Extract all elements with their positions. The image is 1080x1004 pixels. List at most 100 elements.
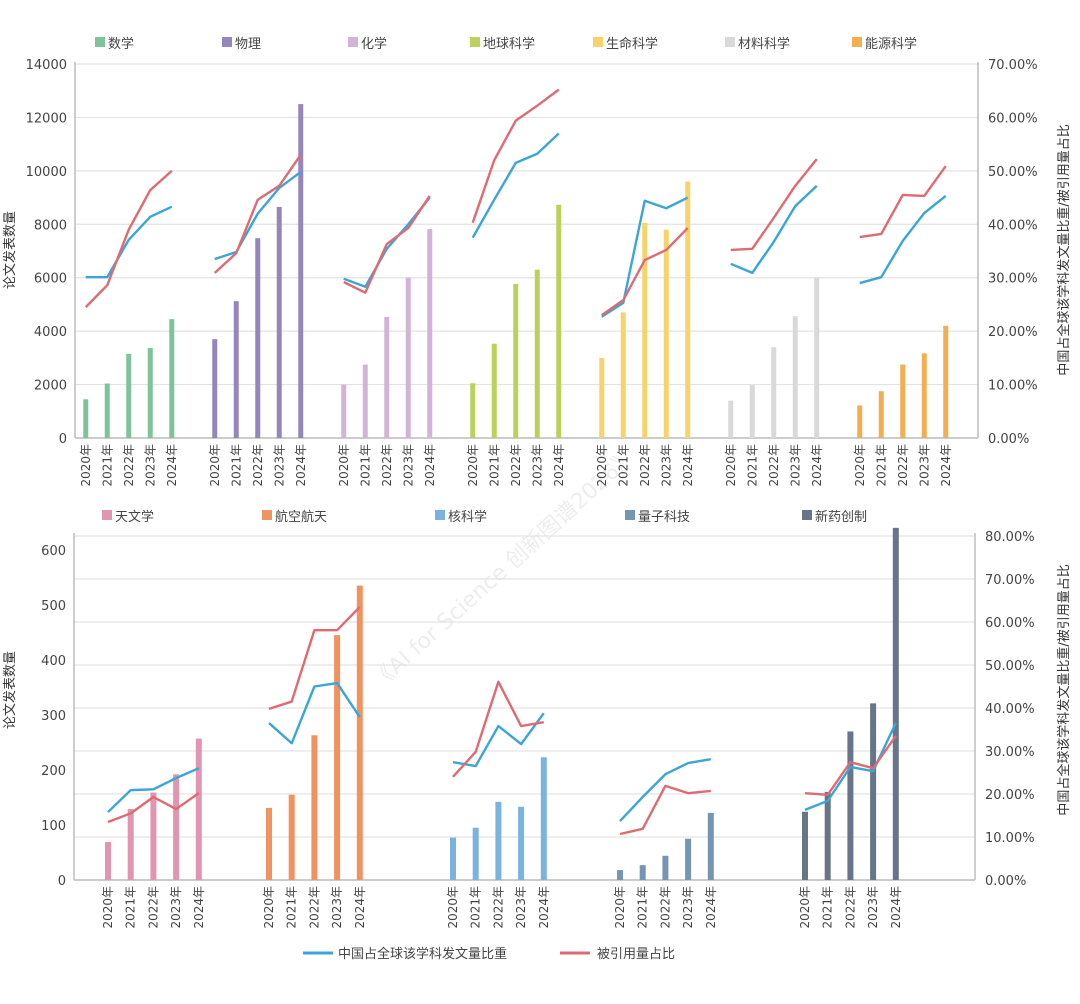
legend-share-label: 中国占全球该学科发文量比重: [338, 946, 507, 962]
y-tick-label: 100: [41, 819, 66, 834]
bar: [900, 365, 905, 438]
y-axis-title: 论文发表数量: [2, 211, 18, 289]
line-legend: 中国占全球该学科发文量比重 被引用量占比: [303, 946, 675, 962]
y2-axis-title: 中国占全球该学科发文量比重/被引用量占比: [1056, 564, 1072, 815]
bar: [556, 205, 561, 438]
bar: [83, 399, 88, 438]
bar: [234, 301, 239, 438]
x-tick-label: 2022年: [380, 444, 394, 487]
y2-tick-label: 20.00%: [988, 325, 1038, 340]
y2-tick-label: 10.00%: [988, 379, 1038, 394]
bar: [802, 812, 808, 880]
bar: [173, 774, 179, 880]
bar: [857, 405, 862, 438]
y2-tick-label: 50.00%: [988, 165, 1038, 180]
bar: [255, 238, 260, 438]
x-tick-label: 2022年: [251, 444, 265, 487]
y-tick-label: 600: [41, 544, 66, 559]
bar: [513, 284, 518, 438]
bar: [341, 385, 346, 438]
x-tick-label: 2022年: [307, 886, 321, 929]
legend-swatch-1: [222, 37, 232, 47]
x-tick-label: 2020年: [337, 444, 351, 487]
legend-label: 能源科学: [865, 36, 917, 52]
y-tick-label: 12000: [26, 111, 67, 126]
x-tick-label: 2020年: [208, 444, 222, 487]
x-tick-label: 2024年: [552, 444, 566, 487]
x-tick-label: 2023年: [917, 444, 931, 487]
y2-tick-label: 30.00%: [988, 272, 1038, 287]
legend-label: 材料科学: [738, 36, 790, 52]
x-tick-label: 2020年: [613, 886, 627, 929]
bar: [169, 319, 174, 438]
legend-swatch-4: [593, 37, 603, 47]
legend-label: 物理: [235, 37, 261, 52]
x-tick-label: 2023年: [330, 886, 344, 929]
x-tick-label: 2023年: [514, 886, 528, 929]
x-tick-label: 2020年: [724, 444, 738, 487]
y2-tick-label: 0.00%: [985, 874, 1026, 889]
x-tick-label: 2022年: [767, 444, 781, 487]
legend-label: 量子科技: [638, 510, 690, 525]
y2-tick-label: 60.00%: [988, 111, 1038, 126]
x-tick-label: 2022年: [843, 886, 857, 929]
legend-swatch-1: [262, 510, 272, 520]
bar: [470, 383, 475, 438]
x-tick-label: 2023年: [866, 886, 880, 929]
legend-label: 核科学: [448, 509, 487, 525]
x-tick-label: 2024年: [423, 444, 437, 487]
x-tick-label: 2020年: [446, 886, 460, 929]
x-tick-label: 2024年: [165, 444, 179, 487]
x-tick-label: 2020年: [853, 444, 867, 487]
legend-swatch-4: [802, 510, 812, 520]
x-tick-label: 2020年: [79, 444, 93, 487]
x-tick-label: 2022年: [146, 886, 160, 929]
legend-swatch-0: [102, 510, 112, 520]
legend-swatch-3: [625, 510, 635, 520]
x-tick-label: 2022年: [122, 444, 136, 487]
bar: [750, 385, 755, 438]
bar: [642, 223, 647, 438]
x-tick-label: 2024年: [704, 886, 718, 929]
bar: [266, 808, 272, 880]
bottom-chart: 01002003004005006000.00%10.00%20.00%30.0…: [2, 509, 1072, 929]
y2-tick-label: 40.00%: [985, 702, 1035, 717]
x-tick-label: 2021年: [874, 444, 888, 487]
x-tick-label: 2023年: [272, 444, 286, 487]
x-tick-label: 2023年: [659, 444, 673, 487]
y-tick-label: 400: [41, 654, 66, 669]
x-tick-label: 2022年: [638, 444, 652, 487]
x-tick-label: 2023年: [143, 444, 157, 487]
x-tick-label: 2021年: [636, 886, 650, 929]
legend-swatch-5: [725, 37, 735, 47]
x-tick-label: 2024年: [294, 444, 308, 487]
x-tick-label: 2021年: [469, 886, 483, 929]
y-tick-label: 14000: [26, 58, 67, 73]
x-tick-label: 2021年: [100, 444, 114, 487]
legend-label: 地球科学: [483, 36, 535, 52]
legend-swatch-6: [852, 37, 862, 47]
bar: [126, 354, 131, 438]
share-line: [344, 198, 430, 287]
x-tick-label: 2022年: [491, 886, 505, 929]
x-tick-label: 2023年: [401, 444, 415, 487]
top-chart: 020004000600080001000012000140000.00%10.…: [2, 36, 1072, 487]
x-tick-label: 2023年: [530, 444, 544, 487]
bar: [685, 839, 691, 880]
bar: [406, 278, 411, 438]
bar: [363, 365, 368, 438]
bar: [196, 739, 202, 880]
citation-line: [453, 682, 544, 777]
bar: [277, 207, 282, 438]
bar: [427, 229, 432, 438]
citation-line: [731, 159, 817, 250]
x-tick-label: 2022年: [658, 886, 672, 929]
bar: [685, 182, 690, 438]
legend-label: 生命科学: [606, 36, 658, 52]
share-line: [731, 186, 817, 273]
y-tick-label: 500: [41, 599, 66, 614]
bar: [334, 635, 340, 880]
bar: [599, 358, 604, 438]
bar: [495, 802, 501, 880]
